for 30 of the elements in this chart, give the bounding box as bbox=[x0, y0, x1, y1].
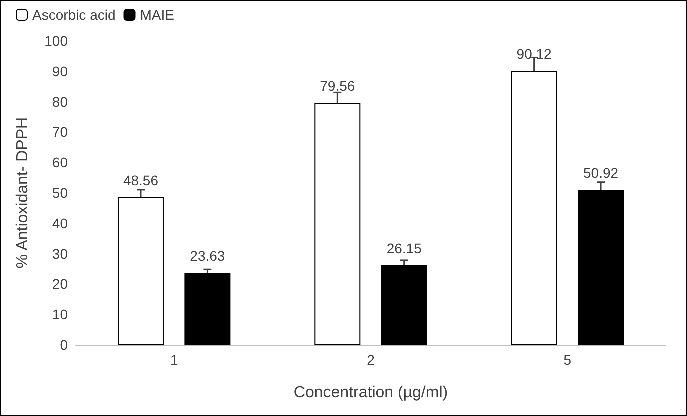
legend-label: Ascorbic acid bbox=[32, 7, 116, 23]
y-tick-label: 80 bbox=[52, 94, 68, 110]
bar bbox=[511, 71, 558, 345]
bar bbox=[118, 197, 164, 345]
data-label: 79.56 bbox=[320, 78, 356, 94]
bar bbox=[578, 190, 624, 345]
bar bbox=[381, 266, 428, 345]
y-tick-label: 30 bbox=[52, 246, 68, 262]
data-label: 23.63 bbox=[190, 248, 226, 264]
x-tick-label: 1 bbox=[170, 352, 178, 368]
y-tick-label: 90 bbox=[52, 63, 68, 80]
y-tick-label: 20 bbox=[52, 276, 68, 292]
data-label: 50.92 bbox=[583, 165, 619, 182]
legend-label: MAIE bbox=[140, 7, 174, 23]
bar bbox=[184, 273, 231, 345]
y-tick-label: 60 bbox=[52, 154, 68, 171]
y-tick-label: 40 bbox=[52, 215, 68, 232]
data-label: 26.15 bbox=[386, 240, 422, 257]
y-axis-title: % Antioxidant- DPPH bbox=[14, 117, 32, 269]
x-axis-title: Concentration (µg/ml) bbox=[294, 384, 448, 402]
y-tick-label: 0 bbox=[60, 337, 68, 353]
x-tick-label: 5 bbox=[564, 352, 572, 368]
data-label: 48.56 bbox=[123, 172, 159, 188]
y-tick-label: 100 bbox=[44, 33, 68, 49]
data-label: 90.12 bbox=[516, 46, 552, 62]
y-tick-label: 50 bbox=[52, 185, 68, 201]
y-tick-label: 70 bbox=[52, 124, 68, 140]
x-tick-label: 2 bbox=[367, 352, 376, 368]
bar bbox=[314, 103, 361, 345]
y-tick-label: 10 bbox=[52, 306, 68, 323]
